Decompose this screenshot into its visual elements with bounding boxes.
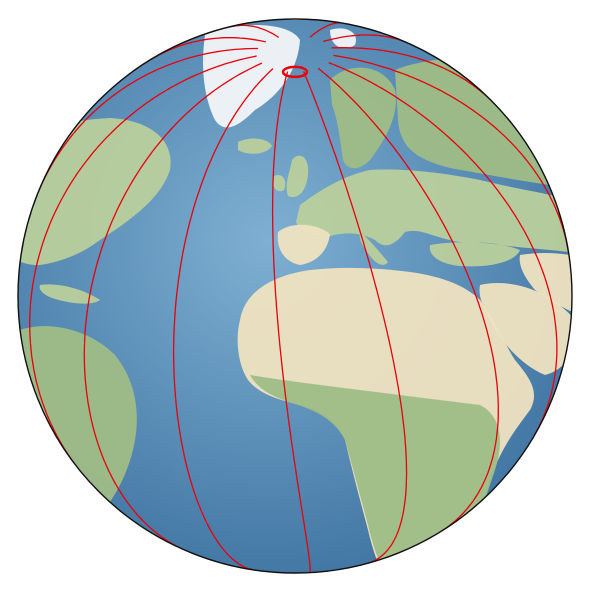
great-britain	[286, 155, 309, 198]
iran	[519, 253, 572, 320]
ground-track-9	[328, 61, 558, 440]
ground-track-12	[323, 34, 408, 44]
caribbean-islands	[39, 284, 100, 304]
iberia	[277, 224, 330, 265]
continental-europe	[296, 169, 572, 255]
ground-track-1	[149, 37, 267, 61]
italy	[359, 232, 388, 265]
madagascar	[509, 478, 527, 531]
globe-outline	[17, 18, 573, 574]
ground-track-3	[29, 55, 257, 469]
ground-tracks	[29, 22, 570, 573]
anatolia	[429, 242, 520, 267]
ground-track-4	[83, 62, 263, 551]
ground-track-2	[32, 47, 259, 205]
polar-convergence	[281, 65, 309, 79]
arabian-peninsula	[479, 283, 572, 375]
iceland	[238, 138, 272, 154]
svalbard	[330, 28, 356, 49]
ground-track-6	[271, 71, 311, 573]
ground-track-10	[333, 54, 570, 254]
ireland	[272, 174, 286, 192]
ground-track-8	[317, 67, 499, 532]
ground-track-5	[172, 68, 274, 571]
ground-track-11	[331, 47, 495, 104]
ground-track-7	[303, 71, 408, 564]
